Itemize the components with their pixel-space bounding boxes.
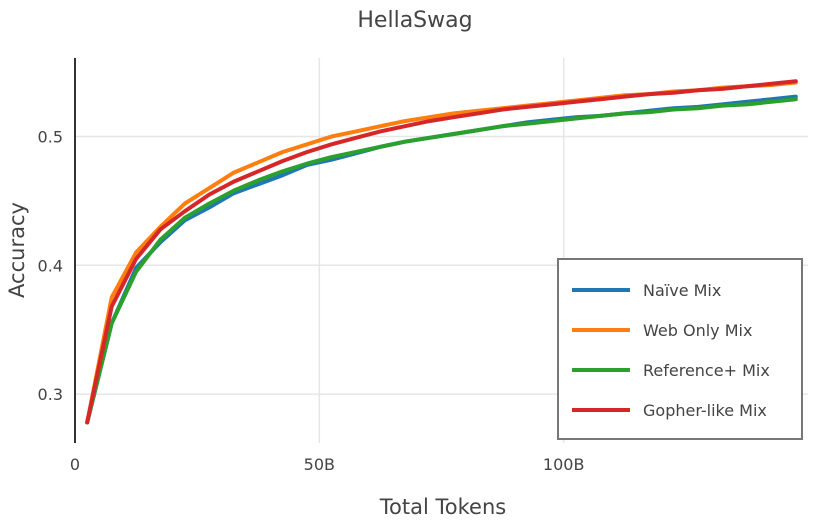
legend-label-gopher-like-mix: Gopher-like Mix xyxy=(643,401,767,420)
series-line-reference-mix xyxy=(85,97,798,425)
x-ticks: 0 50B 100B xyxy=(70,455,585,474)
legend-label-na-ve-mix: Naïve Mix xyxy=(643,281,721,300)
series-line-gopher-like-mix xyxy=(85,79,798,425)
x-tick-label: 50B xyxy=(304,455,335,474)
y-axis-title: Accuracy xyxy=(5,202,29,298)
y-tick-label: 0.3 xyxy=(38,385,63,404)
y-tick-label: 0.4 xyxy=(38,256,63,275)
x-tick-label: 0 xyxy=(70,455,80,474)
y-tick-label: 0.5 xyxy=(38,128,63,147)
series-lines xyxy=(85,79,798,425)
y-ticks: 0.3 0.4 0.5 xyxy=(38,128,63,405)
chart-title: HellaSwag xyxy=(357,8,472,33)
x-tick-label: 100B xyxy=(543,455,585,474)
legend-label-web-only-mix: Web Only Mix xyxy=(643,321,752,340)
legend-label-reference-mix: Reference+ Mix xyxy=(643,361,770,380)
x-axis-title: Total Tokens xyxy=(379,495,506,519)
legend: Naïve Mix Web Only Mix Reference+ Mix Gophe… xyxy=(557,258,803,440)
